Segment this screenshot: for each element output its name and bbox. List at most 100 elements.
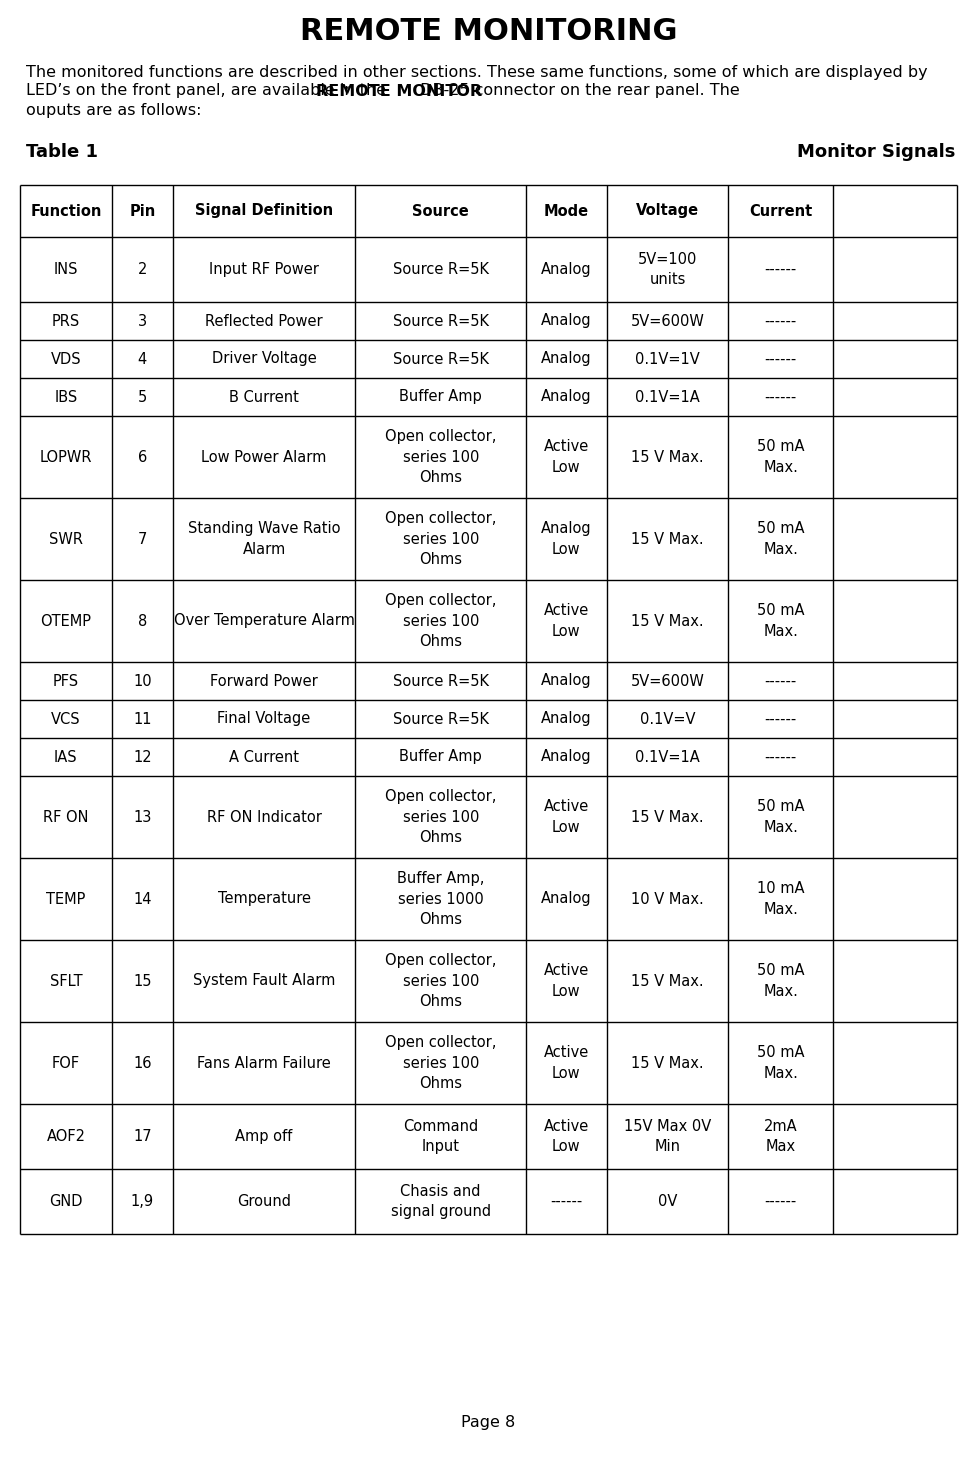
Text: 4: 4 [138,351,147,367]
Text: 15 V Max.: 15 V Max. [631,973,703,988]
Text: Analog: Analog [541,262,592,277]
Text: TEMP: TEMP [46,892,86,906]
Text: Buffer Amp,
series 1000
Ohms: Buffer Amp, series 1000 Ohms [397,871,485,927]
Text: Source R=5K: Source R=5K [393,711,488,727]
Text: LED’s on the front panel, are available in the: LED’s on the front panel, are available … [26,83,391,99]
Text: ------: ------ [765,262,797,277]
Text: Current: Current [749,204,813,219]
Text: PFS: PFS [53,673,79,689]
Text: Amp off: Amp off [235,1129,293,1144]
Text: Source R=5K: Source R=5K [393,673,488,689]
Text: Analog: Analog [541,673,592,689]
Text: RF ON Indicator: RF ON Indicator [207,810,321,825]
Text: Open collector,
series 100
Ohms: Open collector, series 100 Ohms [385,953,496,1008]
Text: The monitored functions are described in other sections. These same functions, s: The monitored functions are described in… [26,64,927,80]
Text: VDS: VDS [51,351,81,367]
Text: Low Power Alarm: Low Power Alarm [201,450,326,465]
Text: 10 V Max.: 10 V Max. [631,892,703,906]
Text: PRS: PRS [52,313,80,328]
Text: 0.1V=1A: 0.1V=1A [635,749,700,765]
Text: 15 V Max.: 15 V Max. [631,1055,703,1071]
Text: Fans Alarm Failure: Fans Alarm Failure [197,1055,331,1071]
Text: INS: INS [54,262,78,277]
Text: Buffer Amp: Buffer Amp [400,389,482,405]
Text: 50 mA
Max.: 50 mA Max. [757,522,805,557]
Text: Monitor Signals: Monitor Signals [796,143,955,162]
Text: Voltage: Voltage [636,204,699,219]
Text: 15 V Max.: 15 V Max. [631,810,703,825]
Text: Input RF Power: Input RF Power [209,262,319,277]
Text: ------: ------ [765,313,797,328]
Text: 0.1V=1A: 0.1V=1A [635,389,700,405]
Text: Final Voltage: Final Voltage [218,711,311,727]
Text: 0.1V=V: 0.1V=V [640,711,696,727]
Text: LOPWR: LOPWR [40,450,92,465]
Text: Page 8: Page 8 [461,1415,516,1429]
Text: Source R=5K: Source R=5K [393,313,488,328]
Text: 2: 2 [138,262,147,277]
Text: 13: 13 [133,810,151,825]
Text: 50 mA
Max.: 50 mA Max. [757,963,805,998]
Text: Source R=5K: Source R=5K [393,351,488,367]
Text: 10: 10 [133,673,151,689]
Text: Buffer Amp: Buffer Amp [400,749,482,765]
Text: Open collector,
series 100
Ohms: Open collector, series 100 Ohms [385,430,496,485]
Text: FOF: FOF [52,1055,80,1071]
Text: B Current: B Current [230,389,299,405]
Text: ------: ------ [765,351,797,367]
Text: DB-25 connector on the rear panel. The: DB-25 connector on the rear panel. The [415,83,740,99]
Text: RF ON: RF ON [43,810,89,825]
Text: 15 V Max.: 15 V Max. [631,532,703,546]
Text: 3: 3 [138,313,147,328]
Text: 7: 7 [138,532,147,546]
Text: Open collector,
series 100
Ohms: Open collector, series 100 Ohms [385,511,496,567]
Text: GND: GND [49,1193,83,1209]
Text: Active
Low: Active Low [543,603,589,638]
Text: 50 mA
Max.: 50 mA Max. [757,800,805,835]
Text: 16: 16 [133,1055,151,1071]
Text: Active
Low: Active Low [543,800,589,835]
Text: 17: 17 [133,1129,151,1144]
Text: SWR: SWR [49,532,83,546]
Text: Ground: Ground [237,1193,291,1209]
Text: Active
Low: Active Low [543,1045,589,1081]
Text: Source: Source [412,204,469,219]
Text: Analog: Analog [541,711,592,727]
Text: 50 mA
Max.: 50 mA Max. [757,603,805,638]
Text: 1,9: 1,9 [131,1193,153,1209]
Text: 11: 11 [133,711,151,727]
Text: SFLT: SFLT [50,973,82,988]
Text: 5: 5 [138,389,147,405]
Text: 0V: 0V [658,1193,677,1209]
Text: Temperature: Temperature [218,892,311,906]
Text: 15 V Max.: 15 V Max. [631,613,703,628]
Text: Open collector,
series 100
Ohms: Open collector, series 100 Ohms [385,1034,496,1091]
Text: Open collector,
series 100
Ohms: Open collector, series 100 Ohms [385,790,496,845]
Text: Analog: Analog [541,351,592,367]
Text: Analog: Analog [541,389,592,405]
Text: Table 1: Table 1 [26,143,98,162]
Text: Analog: Analog [541,892,592,906]
Text: 5V=600W: 5V=600W [630,673,704,689]
Text: Analog: Analog [541,749,592,765]
Text: ------: ------ [550,1193,582,1209]
Text: 6: 6 [138,450,147,465]
Text: 12: 12 [133,749,151,765]
Text: Command
Input: Command Input [404,1119,479,1154]
Text: Reflected Power: Reflected Power [205,313,323,328]
Text: 0.1V=1V: 0.1V=1V [635,351,700,367]
Text: ------: ------ [765,389,797,405]
Text: ------: ------ [765,711,797,727]
Text: IAS: IAS [54,749,78,765]
Text: 15 V Max.: 15 V Max. [631,450,703,465]
Text: Signal Definition: Signal Definition [195,204,333,219]
Text: Source R=5K: Source R=5K [393,262,488,277]
Text: 5V=600W: 5V=600W [630,313,704,328]
Text: Open collector,
series 100
Ohms: Open collector, series 100 Ohms [385,593,496,648]
Text: VCS: VCS [51,711,81,727]
Text: Forward Power: Forward Power [210,673,318,689]
Text: Chasis and
signal ground: Chasis and signal ground [391,1183,490,1220]
Text: REMOTE MONITORING: REMOTE MONITORING [300,17,677,47]
Text: 14: 14 [133,892,151,906]
Text: 8: 8 [138,613,147,628]
